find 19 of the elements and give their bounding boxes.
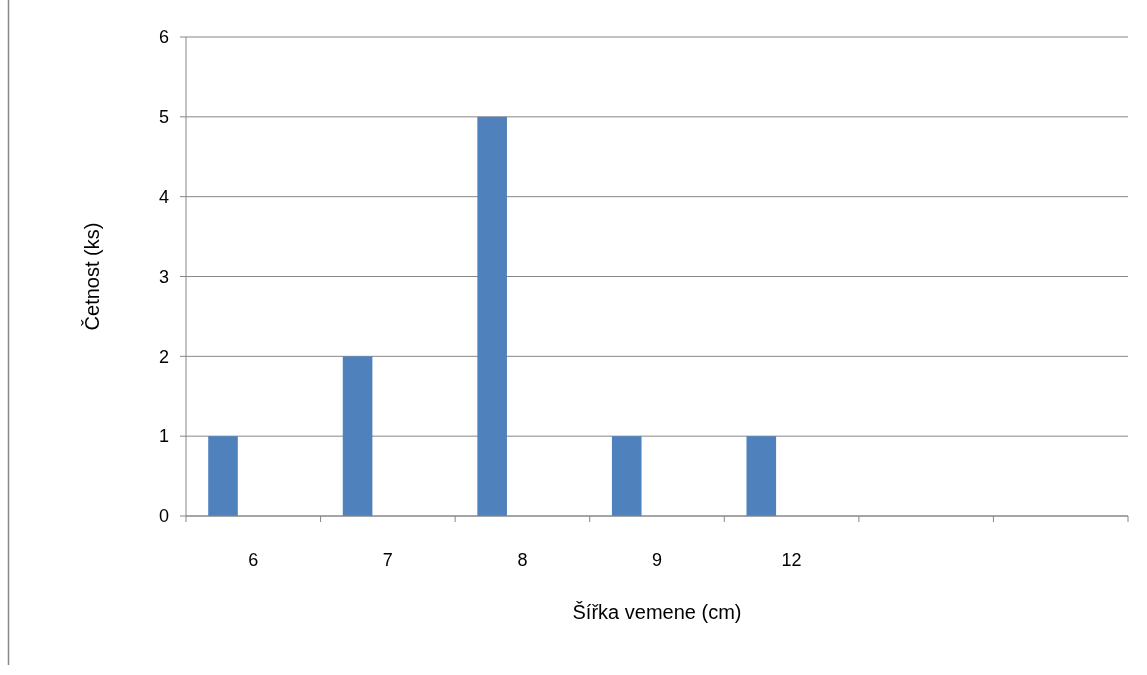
y-tick-label: 0 bbox=[158, 506, 170, 527]
y-tick-label: 2 bbox=[158, 346, 170, 367]
y-tick-label: 4 bbox=[158, 186, 170, 207]
y-tick-label: 5 bbox=[158, 107, 170, 128]
bar bbox=[477, 116, 507, 516]
bar bbox=[746, 436, 777, 516]
x-tick-label: 8 bbox=[517, 550, 528, 571]
bar bbox=[342, 356, 373, 516]
y-tick-label: 1 bbox=[158, 426, 170, 447]
x-tick-label: 6 bbox=[248, 550, 259, 571]
x-tick-label: 12 bbox=[781, 550, 802, 571]
y-axis-title: Četnost (ks) bbox=[81, 222, 103, 331]
x-tick-label: 7 bbox=[382, 550, 393, 571]
bar bbox=[208, 436, 238, 516]
y-tick-label: 6 bbox=[158, 27, 170, 48]
bar bbox=[611, 436, 642, 516]
y-tick-label: 3 bbox=[158, 266, 170, 287]
x-axis-title: Šířka vemene (cm) bbox=[572, 601, 742, 623]
x-tick-label: 9 bbox=[651, 550, 663, 571]
